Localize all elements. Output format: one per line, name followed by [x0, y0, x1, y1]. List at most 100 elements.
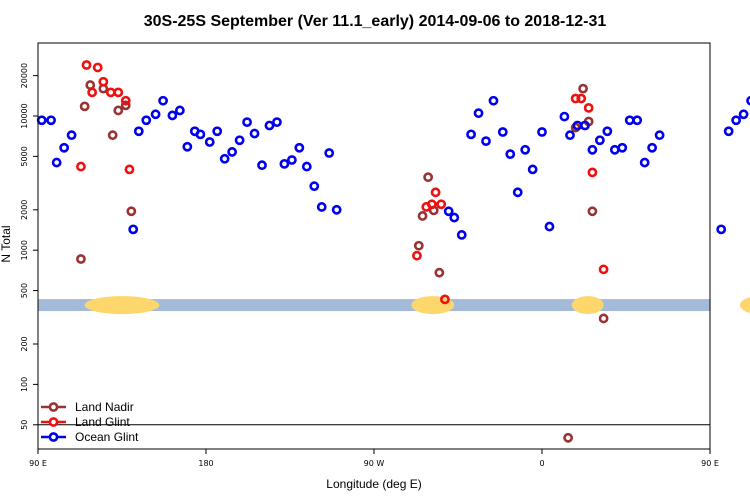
ocean-glint-point — [580, 120, 590, 131]
ocean-glint-point — [46, 115, 56, 126]
ocean-glint-point — [141, 115, 152, 126]
ocean-glint-point — [473, 108, 484, 119]
land-nadir-point — [76, 254, 86, 264]
ocean-glint-point — [481, 136, 491, 147]
ocean-glint-point — [456, 230, 467, 240]
data-points — [36, 60, 750, 443]
x-tick-label: 90 W — [364, 459, 385, 468]
land-segment — [739, 297, 750, 313]
land-nadir-point — [434, 267, 445, 278]
land-glint-point — [598, 264, 609, 275]
land-nadir-legend-label: Land Nadir — [75, 400, 134, 414]
y-axis: 50 100 200 500 1000 2000 5000 10000 20000 — [20, 63, 38, 430]
land-glint-point — [113, 87, 124, 98]
y-tick-label: 500 — [20, 283, 29, 298]
land-glint-point — [81, 60, 92, 70]
land-segment — [571, 296, 604, 315]
y-tick-label: 2000 — [20, 200, 29, 220]
ocean-glint-point — [654, 130, 665, 141]
y-tick-label: 5000 — [20, 146, 29, 166]
x-tick-label: 0 — [539, 459, 544, 468]
land-nadir-point — [113, 105, 124, 116]
ocean-glint-point — [301, 161, 312, 172]
land-nadir-point — [578, 83, 588, 94]
x-axis: 90 E 180 90 W 0 90 E — [29, 449, 719, 468]
land-nadir-point — [598, 313, 609, 324]
ocean-glint-point — [249, 128, 260, 139]
y-tick-label: 200 — [20, 336, 29, 351]
ocean-glint-point — [51, 157, 62, 168]
land-glint-point — [76, 161, 86, 172]
land-glint-point — [587, 167, 598, 178]
land-ocean-band — [38, 296, 750, 315]
ocean-glint-point — [723, 126, 734, 137]
land-nadir-point — [413, 240, 424, 251]
land-glint-point — [440, 294, 450, 305]
ocean-glint-point — [286, 155, 297, 165]
ocean-glint-point — [66, 130, 77, 141]
land-glint-point — [124, 164, 135, 175]
ocean-glint-point — [731, 115, 742, 126]
land-nadir-point — [126, 206, 137, 217]
land-glint-point — [87, 87, 98, 98]
land-segment — [411, 296, 455, 315]
ocean-glint-point — [227, 147, 238, 157]
ocean-glint-point — [309, 181, 320, 192]
y-tick-label: 50 — [20, 420, 29, 430]
land-glint-legend-label: Land Glint — [75, 415, 130, 429]
ocean-glint-point — [544, 221, 555, 232]
ocean-glint-point — [294, 142, 305, 153]
ocean-glint-point — [520, 144, 531, 155]
ocean-glint-point — [219, 153, 230, 164]
ocean-glint-point — [505, 149, 516, 160]
ocean-glint-point — [257, 160, 267, 171]
land-glint-point — [92, 62, 103, 73]
ocean-glint-point — [272, 117, 282, 128]
y-tick-label: 20000 — [20, 63, 29, 88]
ocean-glint-point — [443, 206, 454, 217]
ocean-glint-point — [195, 129, 206, 140]
ocean-glint-point — [647, 142, 658, 153]
ocean-glint-point — [527, 164, 538, 175]
ocean-glint-point — [150, 109, 161, 120]
y-tick-label: 1000 — [20, 240, 29, 260]
land-nadir-point — [587, 206, 598, 217]
land-glint-point — [412, 250, 422, 261]
ocean-glint-point — [632, 115, 643, 126]
land-glint-point — [576, 93, 587, 104]
ocean-glint-point — [512, 187, 523, 198]
land-nadir-point — [120, 100, 131, 111]
ocean-glint-point — [738, 109, 749, 120]
land-glint-point — [436, 199, 447, 210]
ocean-glint-point — [59, 142, 70, 153]
ocean-glint-point — [716, 224, 727, 235]
ocean-glint-point — [559, 111, 570, 122]
land-nadir-point — [107, 130, 118, 141]
land-nadir-point — [563, 432, 574, 443]
land-glint-legend-marker — [48, 417, 59, 427]
ocean-glint-point — [587, 144, 598, 155]
ocean-glint-point — [565, 130, 575, 141]
ocean-glint-point — [234, 135, 245, 146]
ocean-glint-point — [324, 148, 335, 158]
ocean-glint-point — [158, 95, 168, 106]
land-nadir-point — [423, 172, 434, 183]
ocean-glint-legend-marker — [48, 432, 59, 442]
ocean-glint-point — [174, 105, 185, 116]
land-segment — [84, 296, 160, 315]
ocean-glint-point — [746, 95, 750, 106]
land-glint-point — [570, 93, 581, 104]
ocean-glint-point — [537, 127, 547, 137]
ocean-glint-point — [264, 120, 275, 131]
land-nadir-legend-marker — [48, 402, 59, 412]
ocean-glint-point — [602, 126, 613, 137]
y-tick-label: 10000 — [20, 103, 29, 128]
ocean-glint-point — [331, 204, 342, 215]
land-glint-point — [98, 76, 109, 87]
ocean-glint-point — [212, 126, 223, 137]
ocean-glint-point — [617, 142, 628, 153]
ocean-glint-point — [242, 117, 252, 128]
x-tick-label: 90 E — [29, 459, 47, 468]
